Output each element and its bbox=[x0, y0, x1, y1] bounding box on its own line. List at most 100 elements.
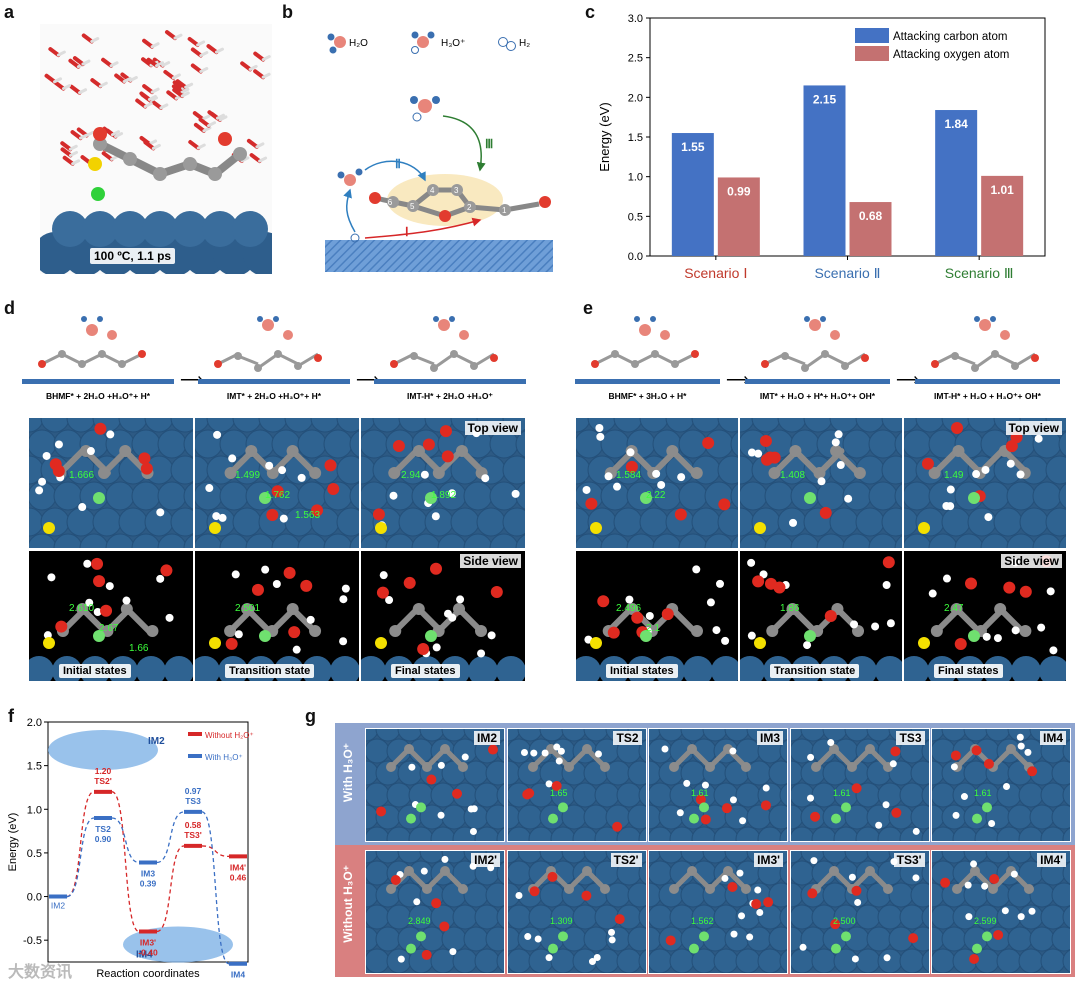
x-axis-title: Reaction coordinates bbox=[96, 968, 200, 980]
carbon-atom bbox=[563, 762, 574, 772]
catalyst-surface bbox=[325, 240, 553, 272]
carbon-atom bbox=[988, 884, 998, 894]
metal-atom bbox=[517, 851, 542, 864]
carbon-atom bbox=[789, 445, 802, 457]
h3o-legend-icon bbox=[411, 31, 435, 54]
oxygen-atom bbox=[93, 127, 107, 141]
yellow-atom bbox=[375, 637, 387, 649]
atom bbox=[78, 360, 86, 368]
atom bbox=[671, 360, 679, 368]
legend-label: Attacking oxygen atom bbox=[893, 49, 1009, 61]
atom bbox=[1031, 354, 1039, 362]
metal-atom bbox=[844, 851, 869, 864]
metal-atom bbox=[842, 533, 872, 548]
metal-atom bbox=[658, 729, 684, 742]
metal-atom bbox=[366, 782, 390, 808]
water-molecule bbox=[218, 115, 228, 122]
structure-snapshot: 2.599 IM4' bbox=[931, 850, 1071, 974]
hydrogen-atom bbox=[851, 955, 859, 963]
structure-snapshot: 1.309 TS2' bbox=[506, 850, 647, 974]
oxygen-atom bbox=[439, 921, 450, 932]
green-atom bbox=[830, 813, 841, 824]
state-tag: IM2 bbox=[473, 731, 500, 745]
metal-atom bbox=[474, 948, 500, 973]
hydrogen-atom bbox=[231, 570, 240, 579]
hydrogen-atom bbox=[1010, 870, 1018, 878]
bar-value-label: 0.99 bbox=[727, 184, 751, 198]
metal-atom bbox=[29, 418, 44, 433]
oxygen-atom bbox=[441, 450, 454, 463]
water-molecule bbox=[56, 50, 66, 57]
oxygen-atom bbox=[819, 506, 832, 519]
metal-atom bbox=[1051, 882, 1070, 908]
hydrogen-atom bbox=[523, 933, 531, 941]
carbon-atom bbox=[687, 744, 697, 754]
hydrogen-atom bbox=[470, 805, 478, 813]
metal-atom bbox=[349, 430, 359, 458]
hydrogen-atom bbox=[831, 438, 840, 447]
water-molecule bbox=[199, 67, 209, 74]
oxygen-atom bbox=[907, 933, 918, 944]
water-molecule bbox=[78, 88, 88, 95]
hydrogen-atom bbox=[534, 935, 542, 943]
metal-atom bbox=[430, 782, 456, 808]
metal-atom bbox=[980, 533, 1010, 548]
metal-atom bbox=[336, 507, 359, 537]
water-molecule bbox=[201, 114, 211, 121]
atom bbox=[631, 360, 639, 368]
hydrogen-atom bbox=[645, 611, 654, 620]
metal-atom bbox=[576, 656, 601, 681]
step-arrow: ⟶ bbox=[726, 372, 749, 389]
metal-atom bbox=[29, 533, 57, 548]
metal-atom bbox=[724, 851, 750, 864]
oxygen-atom bbox=[607, 626, 620, 639]
metal-atom bbox=[105, 481, 135, 511]
metal-atom bbox=[855, 904, 880, 930]
metal-atom bbox=[1040, 904, 1066, 930]
atom bbox=[761, 360, 769, 368]
water-molecule bbox=[172, 87, 185, 98]
metal-atom bbox=[855, 948, 880, 973]
metal-atom bbox=[626, 533, 656, 548]
panel-label-c: c bbox=[585, 2, 596, 22]
metal-atom bbox=[822, 760, 847, 786]
hydrogen-atom bbox=[928, 589, 937, 598]
hydrogen-atom bbox=[1017, 913, 1025, 921]
metal-atom bbox=[904, 481, 932, 511]
h-atom bbox=[650, 316, 656, 322]
panel-label-a: a bbox=[4, 2, 15, 22]
oxygen-atom bbox=[225, 637, 238, 650]
oxygen-atom bbox=[487, 744, 498, 755]
oxygen-atom bbox=[452, 788, 463, 799]
hydrogen-atom bbox=[47, 573, 56, 582]
oxygen-atom bbox=[431, 898, 442, 909]
green-atom bbox=[699, 802, 709, 813]
metal-atom bbox=[941, 507, 971, 537]
bond-distance-label: 1.309 bbox=[550, 916, 573, 926]
metal-atom bbox=[372, 418, 402, 433]
oxygen-atom bbox=[288, 626, 301, 639]
atom bbox=[971, 364, 979, 372]
hydrogen-atom bbox=[817, 477, 826, 486]
metal-atom bbox=[724, 926, 750, 952]
metal-atom bbox=[375, 851, 401, 864]
oxygen-atom bbox=[851, 783, 862, 794]
hydrogen-atom bbox=[83, 559, 92, 568]
metal-atom bbox=[904, 418, 919, 433]
metal-atom bbox=[932, 729, 945, 742]
water-molecule bbox=[175, 79, 188, 90]
metal-atom bbox=[790, 533, 820, 548]
metal-atom bbox=[877, 948, 902, 973]
metal-atom bbox=[932, 904, 956, 930]
carbon-atom bbox=[153, 167, 167, 181]
bond-distance-label: 1.66 bbox=[129, 643, 149, 654]
metal-atom bbox=[183, 430, 193, 458]
metal-atom bbox=[1011, 656, 1041, 681]
metal-atom bbox=[800, 729, 825, 742]
energy-value-label: 1.20 bbox=[95, 766, 112, 776]
hydrogen-atom bbox=[213, 430, 222, 439]
y-tick-label: 2.5 bbox=[628, 53, 643, 65]
metal-atom bbox=[1058, 535, 1066, 548]
metal-atom bbox=[183, 482, 193, 510]
carbon-atom bbox=[455, 445, 468, 457]
